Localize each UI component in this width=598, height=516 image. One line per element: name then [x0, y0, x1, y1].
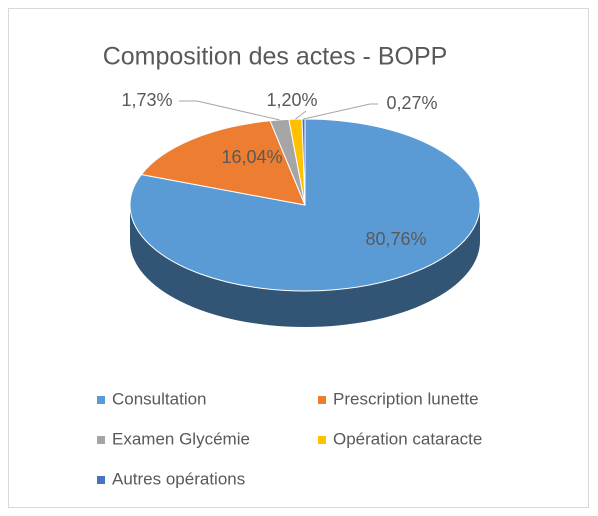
leader-line [303, 103, 378, 120]
legend-label: Examen Glycémie [112, 429, 250, 448]
legend-swatch [97, 476, 105, 484]
legend-label: Autres opérations [112, 469, 245, 488]
pie-slice [140, 120, 306, 206]
data-label: 80,76% [365, 229, 426, 249]
data-label: 1,20% [266, 90, 317, 110]
data-label: 0,27% [386, 93, 437, 113]
legend-swatch [318, 396, 326, 404]
legend-swatch [97, 436, 105, 444]
legend-label: Opération cataracte [333, 429, 482, 448]
legend-label: Consultation [112, 389, 207, 408]
legend-label: Prescription lunette [333, 389, 479, 408]
legend-swatch [97, 396, 105, 404]
leader-line [295, 110, 307, 120]
leader-line [179, 100, 280, 121]
data-label: 16,04% [221, 147, 282, 167]
pie-side [130, 205, 480, 327]
data-label: 1,73% [121, 90, 172, 110]
chart-title: Composition des actes - BOPP [103, 43, 448, 71]
legend-swatch [318, 436, 326, 444]
